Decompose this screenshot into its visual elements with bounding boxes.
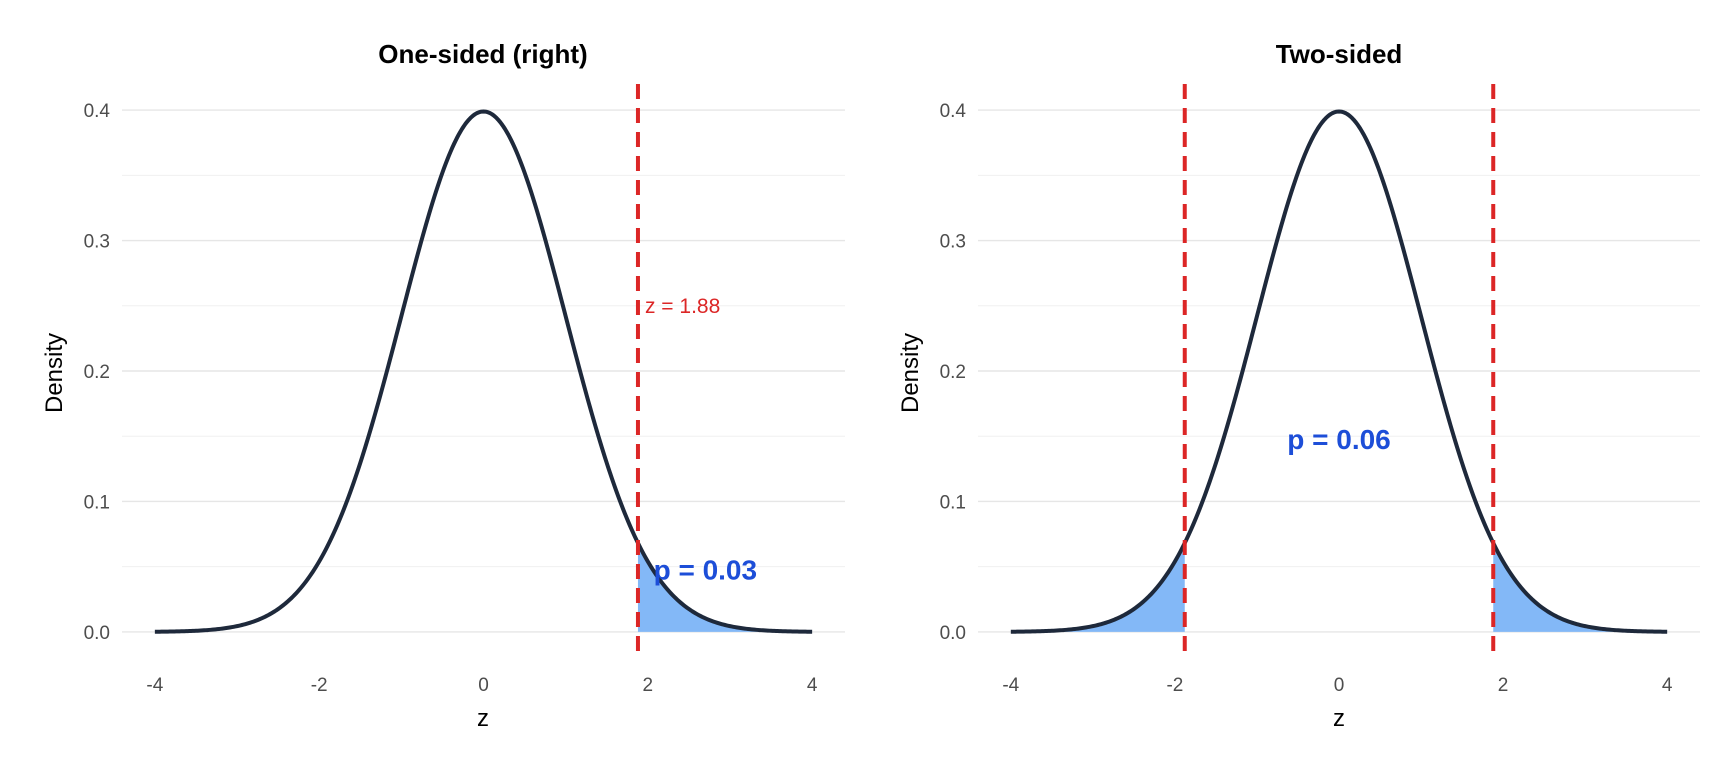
p-value-annotation: p = 0.03 [654, 554, 758, 585]
y-tick-label: 0.4 [84, 101, 111, 122]
shaded-region-left [1010, 543, 1185, 632]
y-tick-label: 0.0 [940, 623, 966, 644]
panel-two-sided: Two-sided 0.0 0.1 0.2 0.3 0.4 -4 -2 0 2 4 p = 0.… [897, 39, 1700, 732]
x-tick-label: 4 [807, 675, 818, 696]
y-tick-label: 0.2 [940, 362, 966, 383]
density-curve [154, 109, 813, 634]
shaded-region-right [637, 543, 813, 632]
y-axis-label: Density [897, 333, 924, 413]
panel-one-sided: One-sided (right) 0.0 0.1 0.2 0.3 0.4 -4 -2 0 2… [41, 39, 845, 732]
x-tick-label: -2 [311, 675, 328, 696]
x-tick-label: 4 [1662, 675, 1673, 696]
x-tick-label: -2 [1166, 675, 1183, 696]
x-tick-label: 0 [478, 675, 489, 696]
x-tick-label: 0 [1334, 675, 1345, 696]
x-tick-labels: -4 -2 0 2 4 [146, 675, 817, 696]
x-axis-label: z [477, 705, 489, 732]
x-tick-label: -4 [146, 675, 163, 696]
grid [978, 109, 1700, 633]
x-tick-labels: -4 -2 0 2 4 [1002, 675, 1673, 696]
shaded-region-right [1493, 543, 1668, 632]
y-tick-label: 0.2 [84, 362, 110, 383]
x-tick-label: -4 [1002, 675, 1019, 696]
x-tick-label: 2 [1498, 675, 1509, 696]
annotations: z = 1.88 p = 0.03 [645, 295, 757, 586]
density-curve [1010, 109, 1668, 634]
x-axis-label: z [1333, 705, 1345, 732]
y-tick-labels: 0.0 0.1 0.2 0.3 0.4 [940, 101, 967, 644]
p-value-annotation: p = 0.06 [1287, 424, 1391, 455]
y-tick-label: 0.1 [84, 492, 110, 513]
chart-title: One-sided (right) [378, 39, 587, 69]
x-tick-label: 2 [643, 675, 654, 696]
z-value-annotation: z = 1.88 [645, 295, 720, 318]
y-tick-label: 0.0 [84, 623, 110, 644]
annotations: p = 0.06 [1287, 424, 1391, 455]
chart-title: Two-sided [1276, 39, 1403, 69]
y-tick-label: 0.4 [940, 101, 967, 122]
y-axis-label: Density [41, 333, 68, 413]
y-tick-label: 0.3 [84, 232, 110, 253]
y-tick-labels: 0.0 0.1 0.2 0.3 0.4 [84, 101, 111, 644]
y-tick-label: 0.1 [940, 492, 966, 513]
y-tick-label: 0.3 [940, 232, 966, 253]
